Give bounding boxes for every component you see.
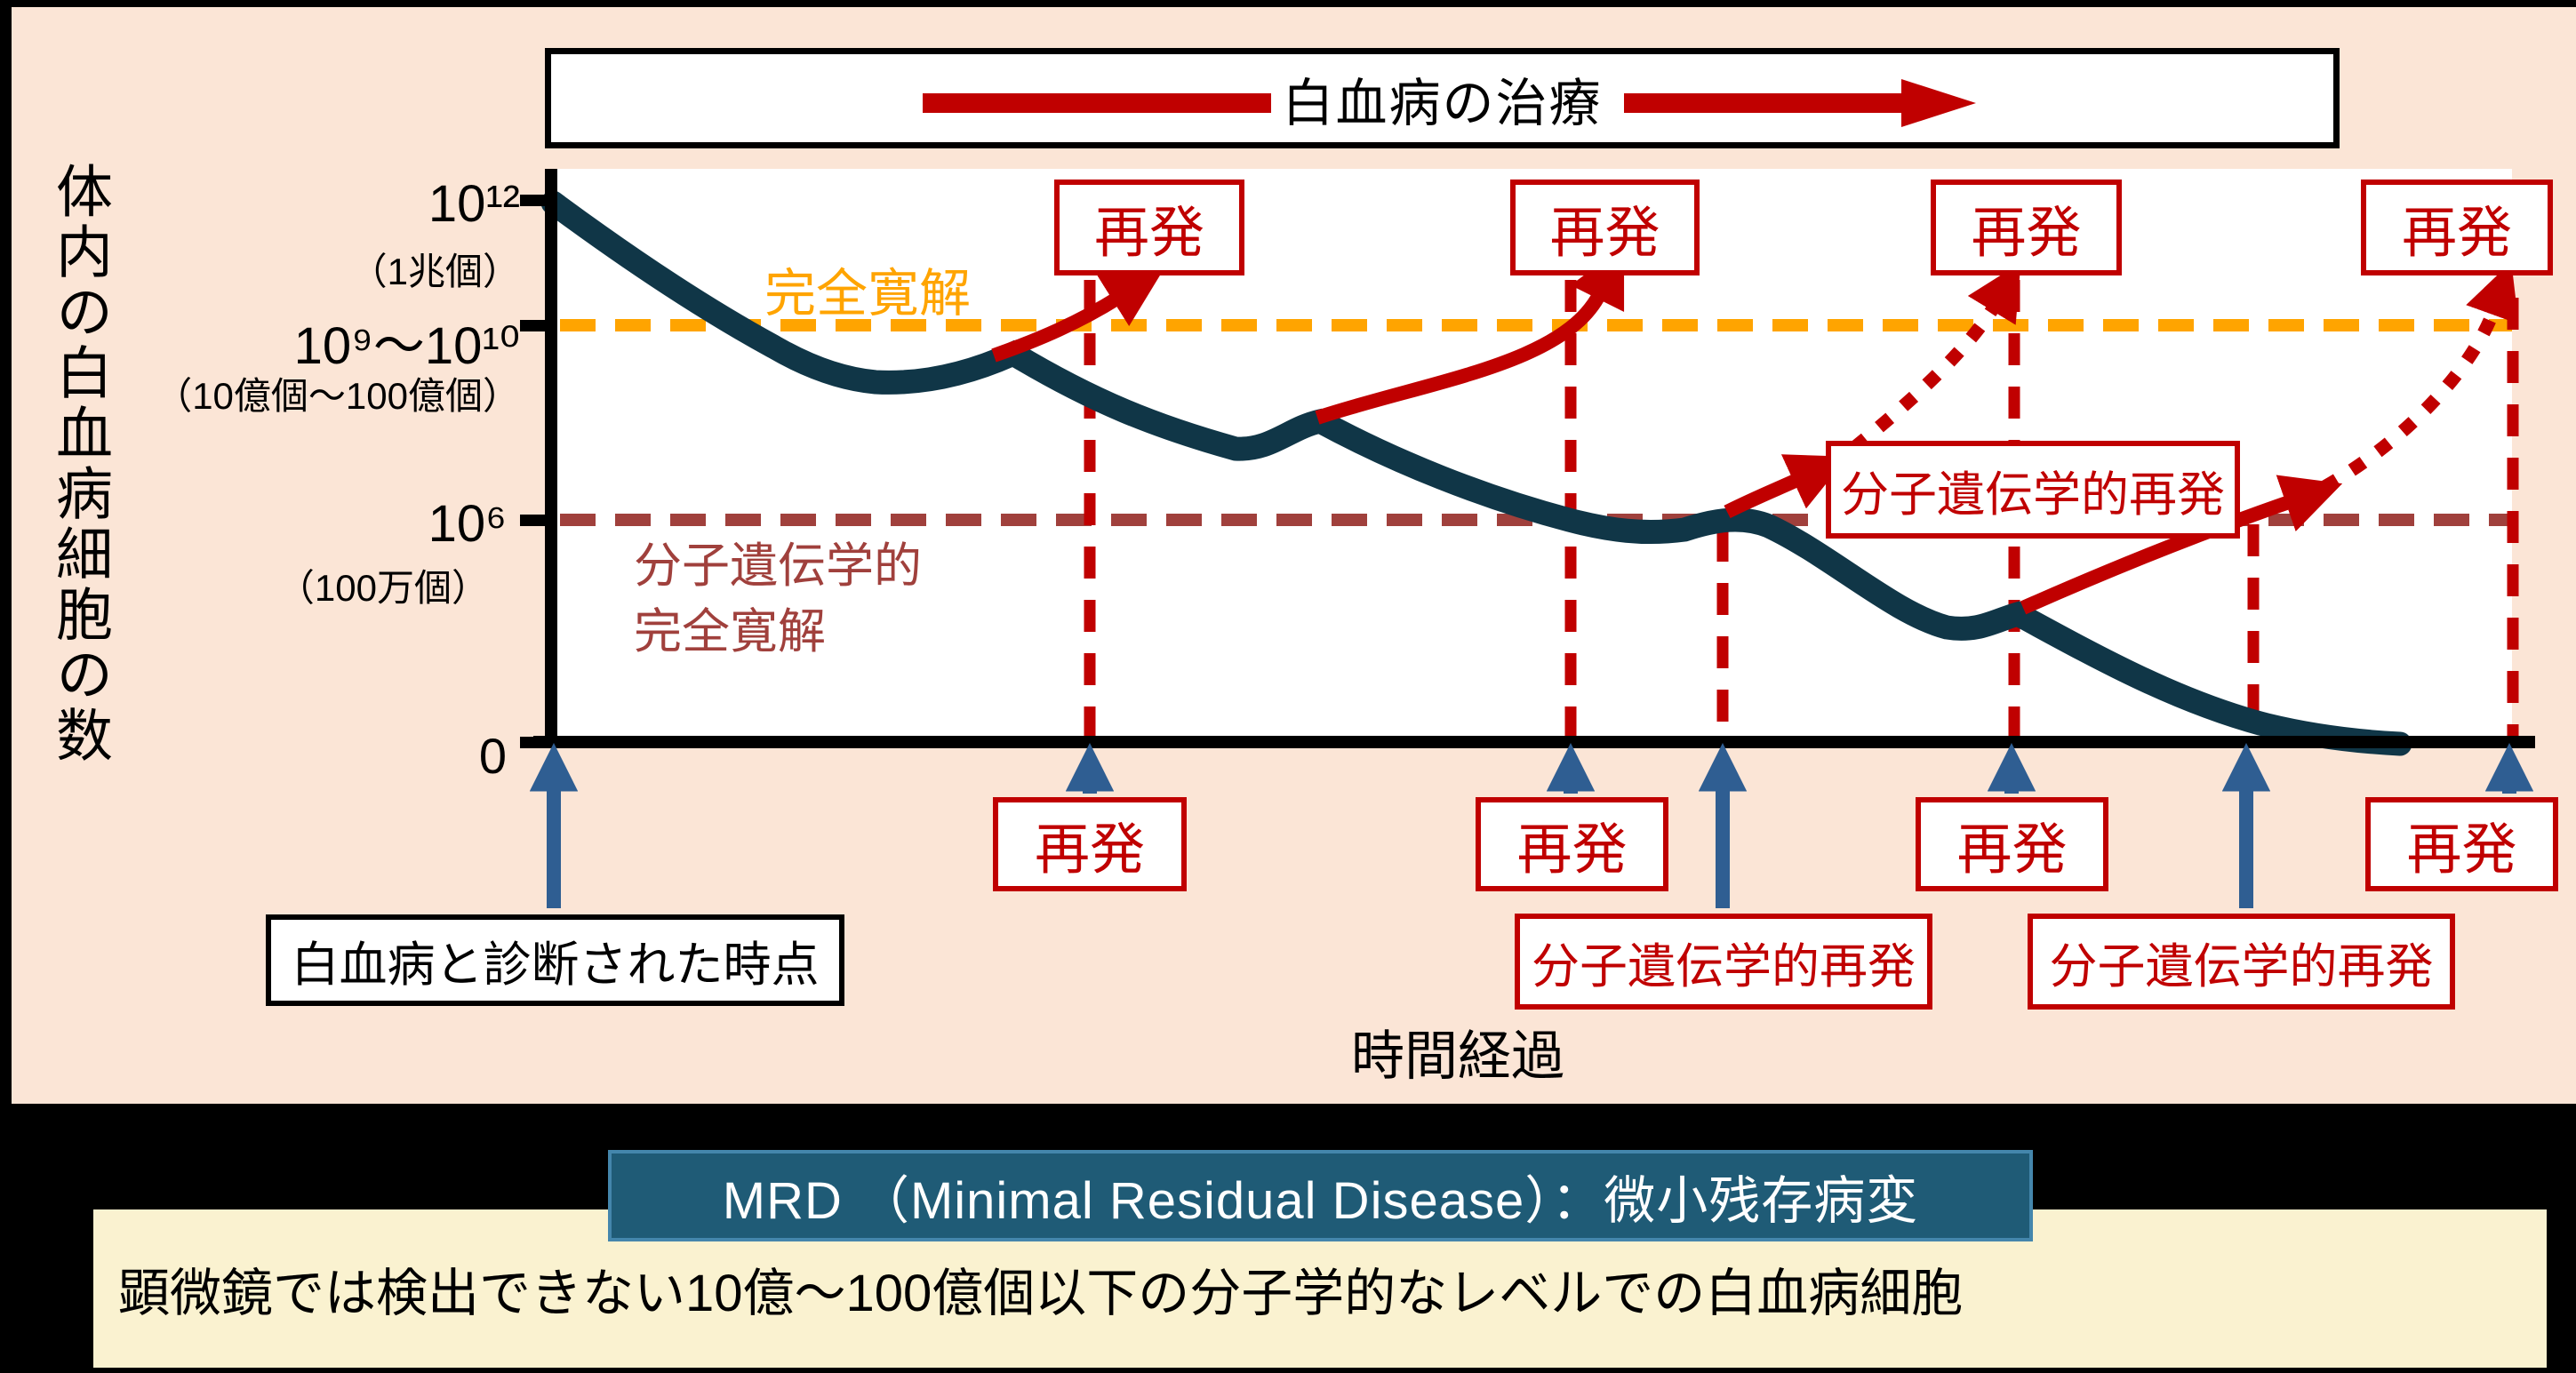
ytick-zero: 0 <box>478 728 507 784</box>
ytick-10e6: 10⁶ <box>428 495 507 553</box>
tick-10e12 <box>520 195 557 206</box>
treatment-arrow-icon <box>1624 93 1901 113</box>
molecular-relapse-box-bottom-2: 分子遺伝学的再発 <box>2028 914 2455 1010</box>
molecular-relapse-box-mid: 分子遺伝学的再発 <box>1826 441 2240 539</box>
complete-remission-label: 完全寛解 <box>764 265 972 323</box>
relapse-arrow-2-icon <box>1315 244 1625 425</box>
relapse-box-top-4: 再発 <box>2361 180 2553 275</box>
treatment-arrow-head-icon <box>1901 79 1976 127</box>
ytick-10e6-note: （100万個） <box>276 567 489 609</box>
molecular-remission-label: 分子遺伝学的 完全寛解 <box>634 533 1007 665</box>
leukemia-cell-curve <box>540 190 2412 756</box>
treatment-banner: 白血病の治療 <box>545 48 2340 148</box>
molecular-remission-line2: 完全寛解 <box>634 605 826 659</box>
relapse-box-bottom-1: 再発 <box>993 797 1187 891</box>
relapse-arrow-1-icon <box>991 268 1164 363</box>
tick-10e9 <box>520 320 557 331</box>
molecular-remission-line1: 分子遺伝学的 <box>634 539 922 593</box>
treatment-bar-icon <box>923 93 1271 113</box>
mrd-description: 顕微鏡では検出できない10億～100億個以下の分子学的なレベルでの白血病細胞 <box>93 1209 2547 1368</box>
ytick-10e9-10e10: 10⁹～10¹⁰ <box>293 317 520 375</box>
relapse-box-top-3: 再発 <box>1931 180 2122 275</box>
ytick-10e9-10e10-note: （10億個～100億個） <box>155 375 520 417</box>
tick-10e6 <box>520 515 557 526</box>
tick-zero <box>520 737 557 748</box>
ytick-10e12-note: （1兆個） <box>349 251 520 292</box>
relapse-box-bottom-4: 再発 <box>2365 797 2558 891</box>
treatment-banner-label: 白血病の治療 <box>1282 74 1603 132</box>
ytick-10e12: 10¹² <box>428 175 520 233</box>
relapse-box-bottom-2: 再発 <box>1476 797 1668 891</box>
relapse-box-top-1: 再発 <box>1054 180 1244 275</box>
molecular-relapse-arrow-2-dotted-icon <box>2321 261 2519 493</box>
molecular-relapse-arrow-1-solid-icon <box>1724 454 1848 519</box>
diagnosis-box: 白血病と診断された時点 <box>266 914 844 1006</box>
y-axis-title: 体内の白血病細胞の数 <box>48 162 112 766</box>
molecular-relapse-box-bottom-1: 分子遺伝学的再発 <box>1515 914 1932 1010</box>
mrd-title: MRD （Minimal Residual Disease）：微小残存病変 <box>608 1150 2033 1241</box>
relapse-box-bottom-3: 再発 <box>1916 797 2108 891</box>
relapse-box-top-2: 再発 <box>1510 180 1700 275</box>
x-axis-label: 時間経過 <box>1351 1026 1564 1086</box>
molecular-relapse-arrow-2-solid-icon <box>2020 475 2343 615</box>
